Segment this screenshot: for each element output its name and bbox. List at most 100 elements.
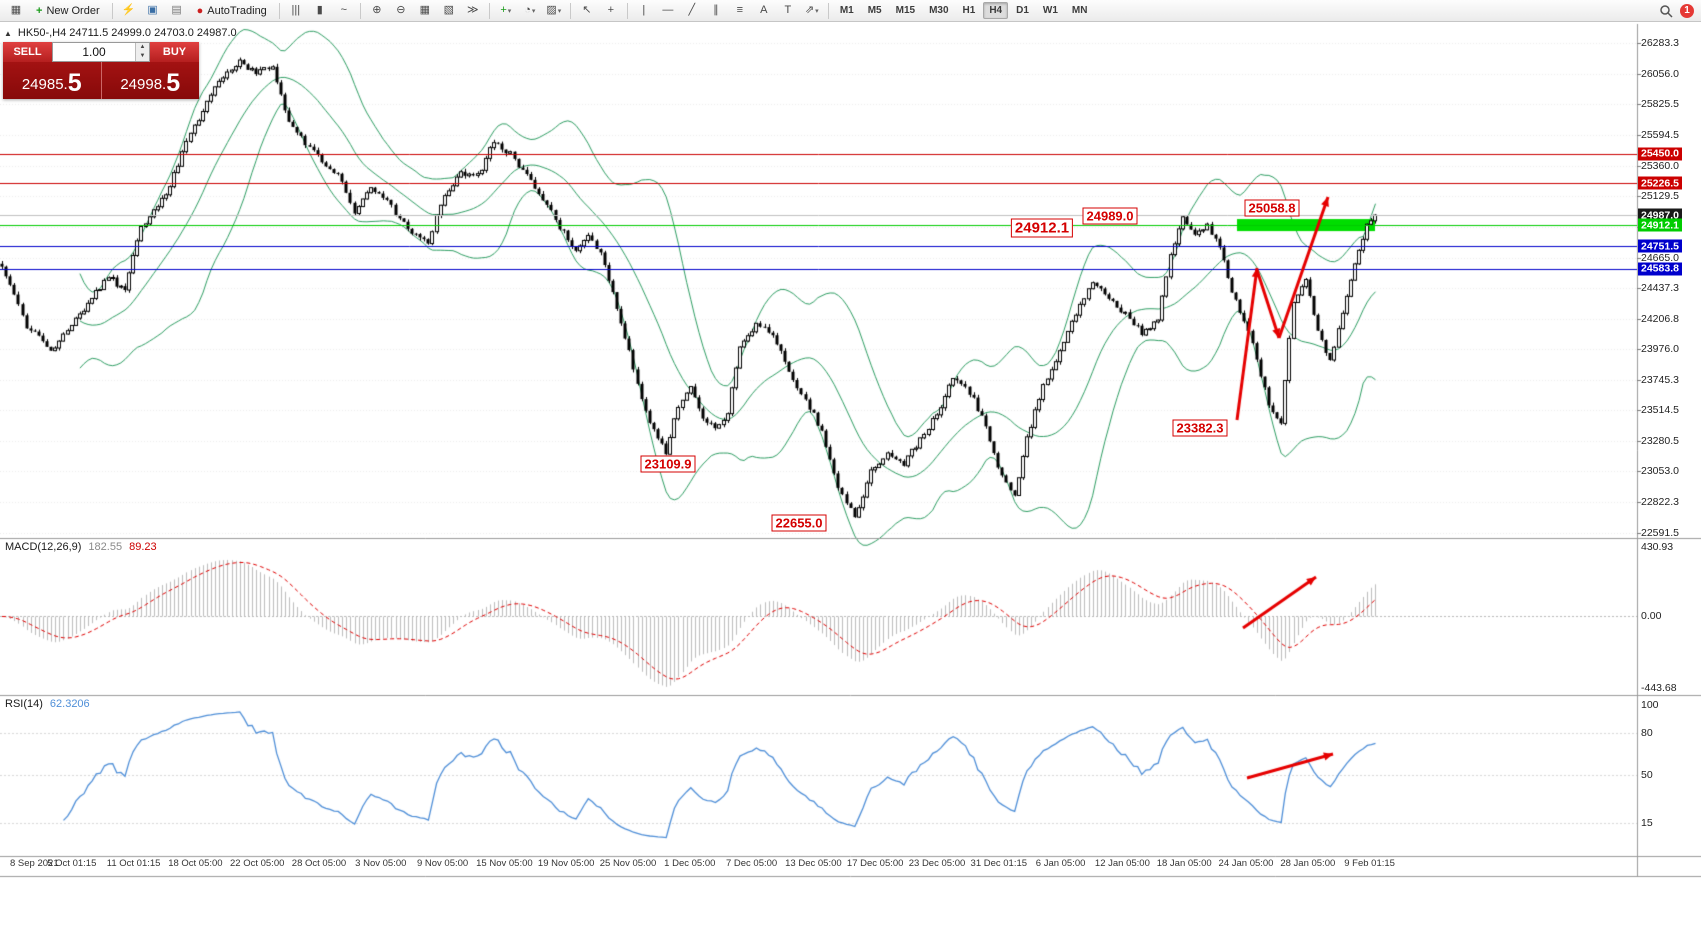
indicators-icon[interactable]: +▾: [500, 4, 512, 16]
time-axis-label: 31 Dec 01:15: [970, 858, 1028, 869]
candlestick-mode-icon[interactable]: ▮: [316, 4, 323, 16]
volume-field[interactable]: 1.00 ▲ ▼: [52, 42, 150, 62]
timeframe-mn[interactable]: MN: [1071, 5, 1088, 16]
rsi-axis-label: 15: [1641, 817, 1653, 830]
price-axis-label: 23745.3: [1641, 373, 1679, 386]
price-axis-label: 23514.5: [1641, 404, 1679, 417]
new-chart-icon[interactable]: ▦: [10, 4, 22, 16]
timeframe-m5[interactable]: M5: [867, 5, 882, 16]
price-annotation: 25058.8: [1244, 199, 1300, 217]
time-axis-label: 28 Jan 05:00: [1280, 858, 1336, 869]
timeframe-h4[interactable]: H4: [983, 2, 1009, 19]
autotrading-status-icon: ●: [196, 4, 204, 17]
toolbar-items: ▦ + New Order ⚡ ▣ ▤ ● AutoTrading ||| ▮ ~ ⊕ ⊖ ▦ ▧ ≫ +▾ ◔▾…: [4, 1, 1659, 20]
time-axis-label: 1 Dec 05:00: [664, 858, 716, 869]
time-axis-label: 8 Sep 2021: [10, 858, 59, 869]
crosshair-icon[interactable]: +: [607, 4, 615, 16]
expert-advisors-icon[interactable]: ⚡: [121, 4, 136, 16]
macd-axis-label: -443.68: [1641, 682, 1677, 694]
timeframe-d1[interactable]: D1: [1016, 5, 1029, 16]
dropdown-arrow-icon: ▾: [531, 8, 536, 15]
horizontal-line-icon[interactable]: —: [662, 4, 674, 16]
dropdown-arrow-icon: ▾: [815, 8, 819, 15]
sell-button[interactable]: SELL: [3, 42, 52, 62]
cursor-icon[interactable]: ↖: [582, 4, 592, 16]
terminal-icon[interactable]: ▣: [147, 4, 158, 16]
rsi-label-line: RSI(14) 62.3206: [5, 698, 90, 710]
tile-windows-icon[interactable]: ▦: [419, 4, 431, 16]
time-axis-label: 23 Dec 05:00: [908, 858, 966, 869]
dropdown-arrow-icon: ▾: [557, 8, 562, 15]
cascade-windows-icon[interactable]: ▧: [443, 4, 455, 16]
time-axis-label: 28 Oct 05:00: [291, 858, 347, 869]
price-annotation: 24989.0: [1082, 207, 1138, 225]
volume-down-icon[interactable]: ▼: [136, 52, 149, 61]
macd-axis-label: 430.93: [1641, 541, 1674, 553]
dropdown-arrow-icon: ▾: [507, 8, 512, 15]
new-order-button[interactable]: + New Order: [29, 1, 107, 20]
timeframe-m15[interactable]: M15: [895, 5, 916, 16]
timeframe-h1[interactable]: H1: [962, 5, 976, 16]
time-axis-label: 15 Nov 05:00: [476, 858, 533, 869]
volume-up-icon[interactable]: ▲: [136, 43, 149, 52]
price-level-tag: 25450.0: [1638, 147, 1682, 161]
main-chart-panel[interactable]: [0, 24, 1637, 538]
fibonacci-icon[interactable]: ≡: [736, 4, 744, 16]
macd-value-signal: 89.23: [129, 541, 157, 553]
toolbar-right: 1: [1659, 3, 1697, 18]
price-divider: [100, 62, 102, 99]
time-axis-label: 11 Oct 01:15: [106, 858, 161, 869]
line-chart-mode-icon[interactable]: ~: [340, 4, 348, 16]
buy-button[interactable]: BUY: [150, 42, 199, 62]
rsi-panel[interactable]: [0, 697, 1637, 856]
buy-price[interactable]: 24998. 5: [102, 62, 200, 99]
zoom-in-icon[interactable]: ⊕: [372, 4, 382, 16]
arrows-tool-icon[interactable]: ⇗▾: [804, 4, 819, 16]
volume-spinner: ▲ ▼: [135, 43, 149, 61]
macd-panel[interactable]: [0, 540, 1637, 695]
timeframe-m30[interactable]: M30: [929, 5, 949, 16]
one-click-trading-panel: SELL 1.00 ▲ ▼ BUY 24985. 5 24998. 5: [3, 42, 199, 99]
channel-icon[interactable]: ∥: [713, 4, 719, 16]
text-label-icon[interactable]: T: [784, 4, 792, 16]
bar-chart-mode-icon[interactable]: |||: [291, 4, 301, 16]
volume-value[interactable]: 1.00: [82, 45, 106, 59]
periods-icon[interactable]: ◔▾: [524, 4, 536, 16]
time-axis-label: 3 Nov 05:00: [355, 858, 407, 869]
search-icon[interactable]: [1659, 4, 1673, 18]
toolbar-separator: [488, 2, 490, 19]
macd-label-line: MACD(12,26,9) 182.55 89.23: [5, 541, 157, 553]
macd-axis-label: 0.00: [1641, 610, 1662, 623]
text-icon[interactable]: A: [760, 4, 768, 16]
toolbar-separator: [359, 2, 361, 19]
autotrading-button[interactable]: ● AutoTrading: [190, 1, 274, 20]
trendline-icon[interactable]: ╱: [688, 4, 696, 16]
buy-price-big-digit: 5: [166, 69, 181, 97]
notification-badge[interactable]: 1: [1680, 3, 1694, 18]
price-level-tag: 24987.0: [1638, 208, 1682, 222]
time-axis-label: 7 Dec 05:00: [725, 858, 778, 869]
time-axis-label: 17 Dec 05:00: [846, 858, 904, 869]
one-click-toggle[interactable]: ▲: [4, 28, 12, 38]
rsi-value: 62.3206: [49, 698, 90, 710]
templates-icon[interactable]: ▨▾: [546, 4, 562, 16]
price-level-tag: 24751.5: [1638, 239, 1682, 253]
strategy-tester-icon[interactable]: ▤: [171, 4, 182, 16]
rsi-axis-label: 100: [1641, 699, 1659, 711]
time-axis-label: 25 Nov 05:00: [599, 858, 657, 869]
timeframe-w1[interactable]: W1: [1042, 5, 1058, 16]
time-axis-label: 18 Oct 05:00: [168, 858, 223, 869]
timeframe-m1[interactable]: M1: [839, 5, 854, 16]
price-annotation: 23109.9: [640, 455, 696, 473]
vertical-line-icon[interactable]: |: [642, 4, 646, 16]
price-axis-label: 25360.0: [1641, 159, 1679, 172]
price-axis-label: 23976.0: [1641, 343, 1679, 356]
chart-shift-icon[interactable]: ≫: [467, 4, 479, 16]
time-axis-label: 12 Jan 05:00: [1094, 858, 1150, 869]
new-order-button-label: New Order: [46, 4, 100, 17]
plus-icon: +: [36, 4, 43, 17]
sell-price[interactable]: 24985. 5: [3, 62, 101, 99]
zoom-out-icon[interactable]: ⊖: [396, 4, 406, 16]
